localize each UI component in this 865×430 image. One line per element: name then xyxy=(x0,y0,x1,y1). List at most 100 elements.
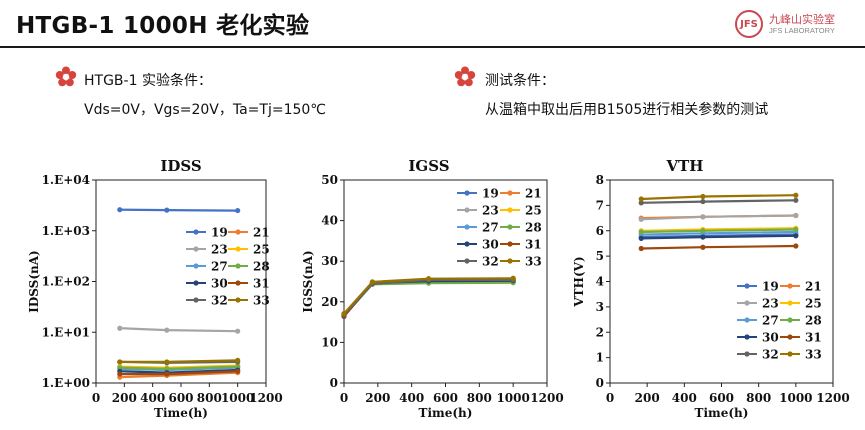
vth-legend-label-21: 21 xyxy=(805,280,822,294)
igss-x-tick-label: 800 xyxy=(467,391,492,405)
igss-legend-marker-21 xyxy=(507,190,513,196)
vth-x-tick-label: 400 xyxy=(672,391,697,405)
vth-y-tick-label: 8 xyxy=(596,173,604,187)
igss-legend-marker-25 xyxy=(507,207,513,213)
igss-legend-label-23: 23 xyxy=(482,204,499,218)
idss-legend-marker-32 xyxy=(193,297,199,303)
flower-bullet-icon xyxy=(55,66,77,87)
igss-chart: 0 10 20 30 40 50 0 200 400 600 800 1000 1200 Time(h) I… xyxy=(301,173,564,420)
vth-point-28 xyxy=(700,228,706,234)
igss-point-33 xyxy=(510,275,516,281)
right-condition-label: 测试条件： xyxy=(485,73,555,89)
vth-legend-marker-25 xyxy=(787,300,793,306)
igss-y-tick-label: 40 xyxy=(321,214,338,228)
igss-y-tick-label: 50 xyxy=(321,173,338,187)
idss-point-28 xyxy=(117,365,123,371)
vth-y-tick-label: 6 xyxy=(596,224,604,238)
vth-point-33 xyxy=(638,196,644,202)
idss-point-23 xyxy=(235,328,241,334)
vth-legend-marker-21 xyxy=(787,283,793,289)
idss-x-tick-label: 200 xyxy=(112,391,137,405)
idss-point-23 xyxy=(164,327,170,333)
vth-series-line-23 xyxy=(641,214,796,221)
igss-point-33 xyxy=(425,276,432,282)
vth-point-31 xyxy=(793,243,799,249)
vth-x-tick-label: 1000 xyxy=(779,391,812,405)
idss-y-tick-label: 1.E+02 xyxy=(42,275,90,289)
vth-series-line-32 xyxy=(641,199,796,204)
idss-legend-marker-28 xyxy=(235,263,241,269)
igss-legend-marker-19 xyxy=(464,190,470,196)
idss-point-28 xyxy=(164,366,170,372)
vth-point-30 xyxy=(700,234,706,240)
vth-x-axis-title: Time(h) xyxy=(695,406,749,420)
igss-legend-marker-28 xyxy=(507,224,513,230)
igss-legend-label-25: 25 xyxy=(525,204,542,218)
idss-legend-marker-23 xyxy=(193,246,199,252)
igss-point-33 xyxy=(369,279,376,285)
igss-point-33 xyxy=(341,310,347,317)
vth-y-tick-label: 0 xyxy=(596,376,604,390)
vth-point-23 xyxy=(700,214,706,220)
igss-legend-label-30: 30 xyxy=(482,238,499,252)
vth-x-tick-label: 1200 xyxy=(816,391,849,405)
chart-title-idss: IDSS xyxy=(160,157,202,175)
vth-legend-label-23: 23 xyxy=(762,297,779,311)
idss-legend-marker-19 xyxy=(193,229,199,235)
igss-legend-label-27: 27 xyxy=(482,221,499,235)
idss-point-33 xyxy=(235,357,241,363)
idss-chart: 1.E+00 1.E+01 1.E+02 1.E+03 1.E+04 0 200 400 600… xyxy=(27,173,283,420)
vth-point-33 xyxy=(700,193,706,200)
idss-point-19 xyxy=(164,207,170,213)
igss-y-tick-label: 0 xyxy=(330,376,338,390)
idss-legend-marker-30 xyxy=(193,280,199,286)
idss-x-tick-label: 600 xyxy=(168,391,193,405)
igss-legend-label-33: 33 xyxy=(525,255,542,269)
vth-legend-label-19: 19 xyxy=(762,280,779,294)
vth-legend-marker-19 xyxy=(744,283,750,289)
igss-y-tick-label: 20 xyxy=(321,295,338,309)
idss-legend-marker-31 xyxy=(235,280,241,286)
vth-legend-label-25: 25 xyxy=(805,297,822,311)
idss-point-31 xyxy=(235,368,241,374)
idss-series-line-33 xyxy=(119,359,238,363)
vth-y-tick-label: 3 xyxy=(596,300,604,314)
idss-legend-label-32: 32 xyxy=(211,294,228,308)
idss-x-tick-label: 800 xyxy=(197,391,222,405)
vth-y-axis-title: VTH(V) xyxy=(572,256,586,307)
igss-legend-marker-27 xyxy=(464,224,470,230)
vth-legend-label-28: 28 xyxy=(805,314,822,328)
igss-legend-label-31: 31 xyxy=(525,238,542,252)
vth-point-23 xyxy=(638,216,644,222)
vth-x-tick-label: 0 xyxy=(606,391,614,405)
vth-y-tick-label: 2 xyxy=(596,325,604,339)
igss-legend-label-21: 21 xyxy=(525,187,542,201)
vth-point-28 xyxy=(638,229,644,235)
left-condition-detail: Vds=0V，Vgs=20V，Ta=Tj=150℃ xyxy=(84,102,327,118)
chart-title-igss: IGSS xyxy=(408,157,450,175)
vth-x-tick-label: 600 xyxy=(709,391,734,405)
vth-point-30 xyxy=(638,235,644,241)
vth-point-33 xyxy=(793,192,799,198)
title-divider xyxy=(0,46,865,48)
idss-legend-label-28: 28 xyxy=(253,260,270,274)
idss-legend-marker-27 xyxy=(193,263,199,269)
idss-legend-label-33: 33 xyxy=(253,294,270,308)
vth-legend-marker-23 xyxy=(744,300,750,306)
idss-legend-label-19: 19 xyxy=(211,226,228,240)
idss-point-19 xyxy=(117,207,123,213)
igss-x-tick-label: 200 xyxy=(365,391,390,405)
igss-y-axis-title: IGSS(nA) xyxy=(301,250,315,312)
igss-y-tick-label: 10 xyxy=(321,335,338,349)
vth-point-32 xyxy=(793,197,799,203)
igss-x-tick-label: 600 xyxy=(433,391,458,405)
idss-x-tick-label: 1200 xyxy=(249,391,282,405)
idss-point-33 xyxy=(117,359,123,365)
idss-legend-label-31: 31 xyxy=(253,277,270,291)
vth-legend-marker-31 xyxy=(787,334,793,340)
igss-legend-marker-30 xyxy=(464,241,470,247)
idss-y-tick-label: 1.E+00 xyxy=(42,376,90,390)
page-title: HTGB-1 1000H 老化实验 xyxy=(16,13,310,39)
igss-series-line-33 xyxy=(343,277,514,315)
igss-legend-label-19: 19 xyxy=(482,187,499,201)
